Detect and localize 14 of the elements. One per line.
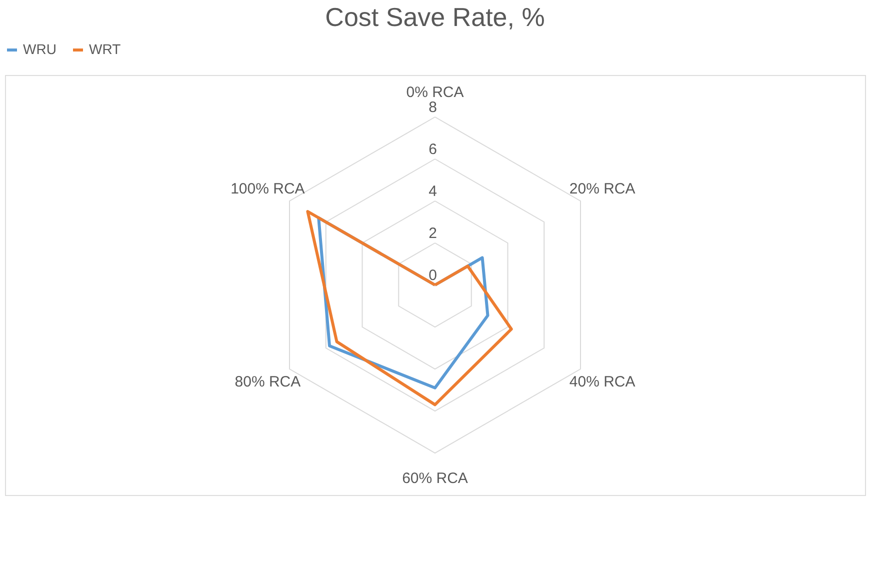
spoke-label: 0% RCA [406,84,464,101]
spoke-label: 80% RCA [234,374,301,391]
legend-label: WRU [23,41,56,57]
y-tick-label: 6 [428,141,437,158]
spoke-label: 20% RCA [569,180,636,198]
spoke-label: 60% RCA [402,470,468,488]
spoke-label: 40% RCA [569,374,636,391]
y-tick-label: 0 [428,267,437,284]
y-tick-label: 2 [428,225,437,242]
spoke-label: 100% RCA [230,180,305,198]
y-tick-label: 8 [428,99,437,116]
y-tick-label: 4 [428,183,437,200]
chart-title: Cost Save Rate, % [325,2,545,32]
legend-label: WRT [89,41,122,57]
